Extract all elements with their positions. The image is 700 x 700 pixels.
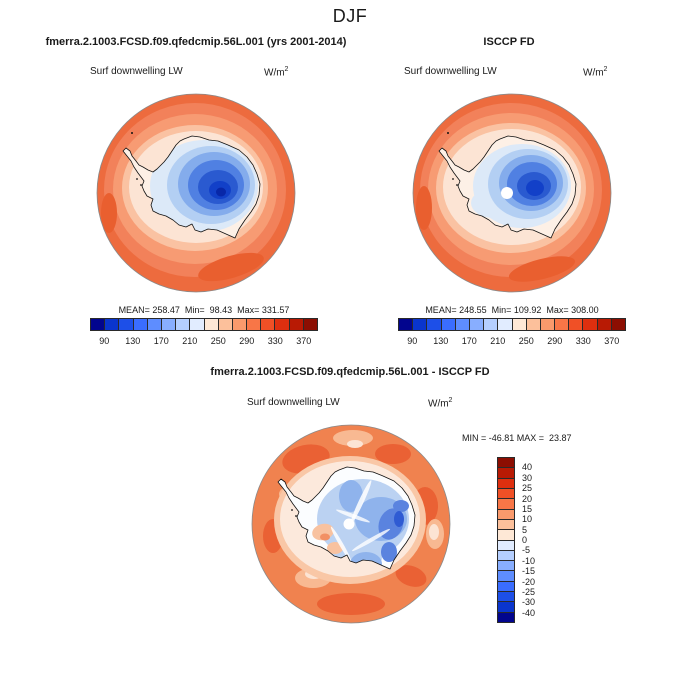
field-label-model: Surf downwelling LW [90,66,183,77]
field-label-diff: Surf downwelling LW [247,397,340,408]
field-label-obs: Surf downwelling LW [404,66,497,77]
season-title: DJF [332,6,368,26]
map-model-antarctica [96,93,296,293]
units-label-obs: W/m2 [583,66,608,79]
units-label-model: W/m2 [264,66,289,79]
stats-model: MEAN= 258.47 Min= 98.43 Max= 331.57 [118,305,290,315]
stats-obs: MEAN= 248.55 Min= 109.92 Max= 308.00 [425,305,599,315]
coastline [122,135,261,239]
panel-title-model: fmerra.2.1003.FCSD.f09.qfedcmip.56L.001 … [45,36,347,48]
colorbar-ticks-obs: 90 130 170 210 250 290 330 370 [407,336,620,346]
panel-title-diff: fmerra.2.1003.FCSD.f09.qfedcmip.56L.001 … [210,366,490,378]
colorbar-ticks-model: 90 130 170 210 250 290 330 370 [99,336,312,346]
colorbar-ticks-diff: 40 30 25 20 15 10 5 0 -5 -10 -15 -20 -25 -30 -40 [522,462,536,618]
pole-hole-dot [501,187,513,199]
panel-title-obs: ISCCP FD [483,36,535,48]
map-obs-antarctica [412,93,612,293]
stats-diff: MIN = -46.81 MAX = 23.87 [462,433,572,443]
units-label-diff: W/m2 [428,397,453,410]
colorbar-obs [398,318,626,331]
map-diff-antarctica [251,424,451,624]
colorbar-model [90,318,318,331]
colorbar-diff [497,457,515,623]
map-rim [96,93,296,293]
pole-hole-dot [343,518,355,530]
